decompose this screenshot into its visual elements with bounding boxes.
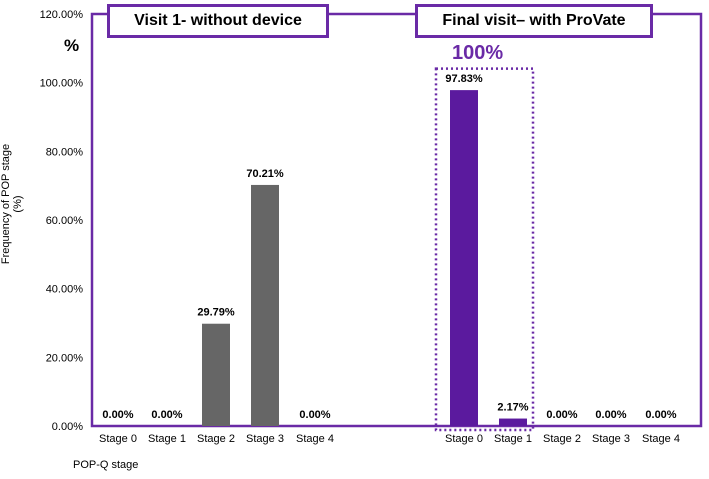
x-tick-label: Stage 3 bbox=[592, 433, 630, 445]
x-tick-label: Stage 0 bbox=[99, 433, 137, 445]
x-axis-label: POP-Q stage bbox=[73, 459, 139, 471]
x-tick-label: Stage 1 bbox=[148, 433, 186, 445]
x-tick-label: Stage 4 bbox=[296, 433, 334, 445]
y-tick-label: 40.00% bbox=[46, 284, 84, 296]
data-label: 0.00% bbox=[102, 409, 133, 421]
unit-label: % bbox=[64, 36, 80, 55]
bar bbox=[499, 418, 527, 426]
y-tick-label: 100.00% bbox=[40, 78, 84, 90]
data-label: 70.21% bbox=[246, 168, 284, 180]
data-label: 0.00% bbox=[151, 409, 182, 421]
x-tick-label: Stage 2 bbox=[543, 433, 581, 445]
y-tick-label: 20.00% bbox=[46, 352, 84, 364]
y-tick-label: 80.00% bbox=[46, 146, 84, 158]
y-tick-label: 60.00% bbox=[46, 215, 84, 227]
highlight-box bbox=[434, 67, 535, 432]
data-label: 0.00% bbox=[299, 409, 330, 421]
y-tick-label: 0.00% bbox=[52, 421, 83, 433]
y-tick-label: 120.00% bbox=[40, 9, 84, 21]
bar bbox=[450, 90, 478, 426]
bar bbox=[202, 323, 230, 426]
data-label: 97.83% bbox=[445, 73, 483, 85]
x-tick-label: Stage 4 bbox=[642, 433, 680, 445]
highlight-label: 100% bbox=[452, 42, 504, 64]
x-tick-label: Stage 3 bbox=[246, 433, 284, 445]
x-tick-label: Stage 1 bbox=[494, 433, 532, 445]
data-label: 0.00% bbox=[595, 409, 626, 421]
legend-final-visit: Final visit– with ProVate bbox=[415, 4, 653, 38]
plot-frame bbox=[90, 12, 703, 428]
x-tick-label: Stage 0 bbox=[445, 433, 483, 445]
bar bbox=[251, 184, 279, 426]
data-label: 0.00% bbox=[546, 409, 577, 421]
legend-visit1: Visit 1- without device bbox=[107, 4, 329, 38]
data-label: 2.17% bbox=[497, 402, 528, 414]
y-axis-label: Frequency of POP stage (%) bbox=[0, 143, 24, 265]
data-label: 0.00% bbox=[645, 409, 676, 421]
x-tick-label: Stage 2 bbox=[197, 433, 235, 445]
data-label: 29.79% bbox=[197, 307, 235, 319]
